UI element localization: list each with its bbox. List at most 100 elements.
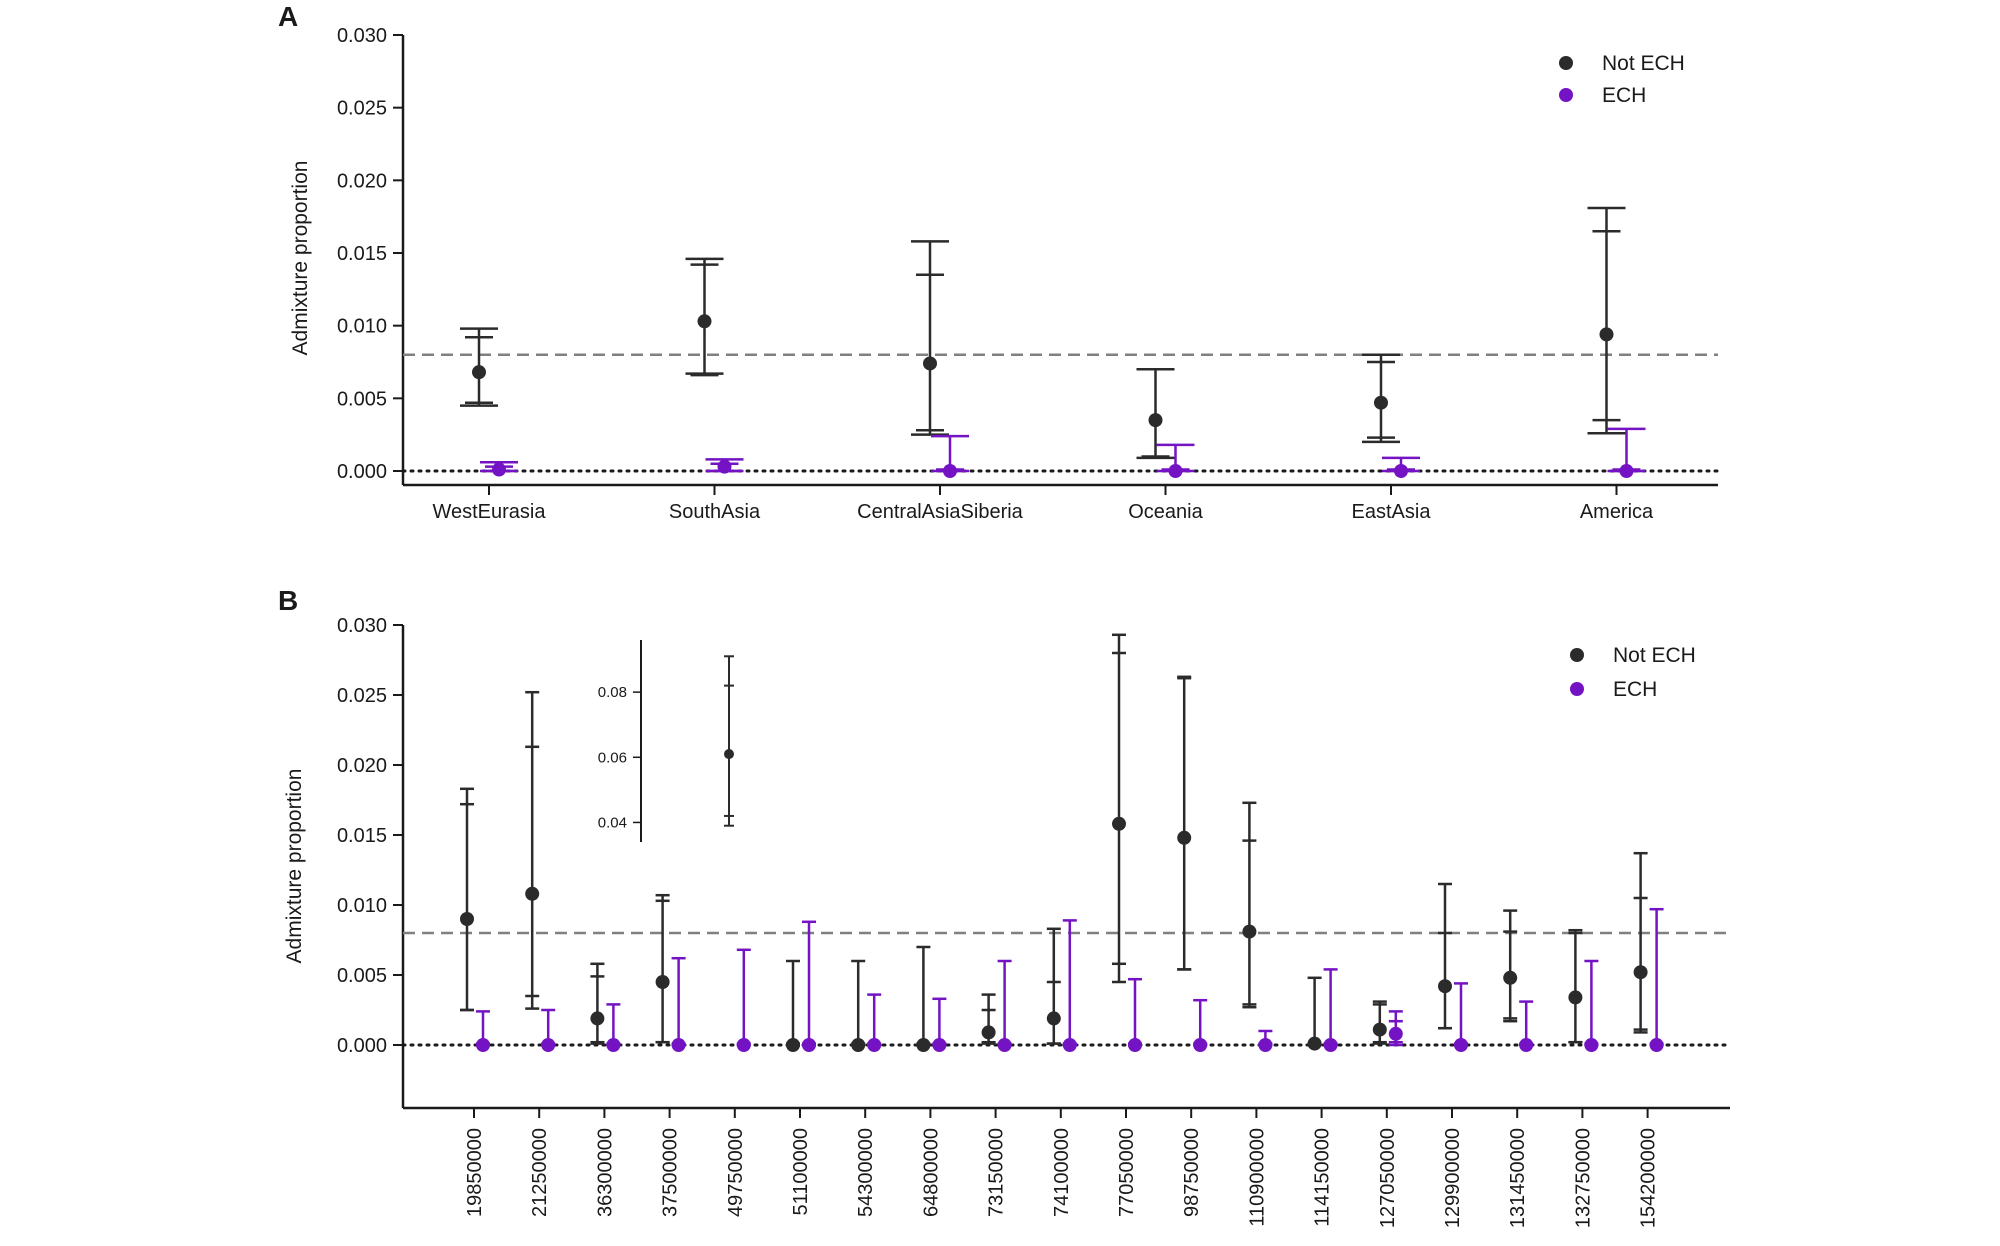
panel-b-x-tick-label: 132750000 <box>1572 1128 1594 1228</box>
panel-b-not-ech-point <box>1307 1036 1322 1051</box>
panel-a-ech-point <box>717 459 732 474</box>
panel-b-x-tick-label: 36300000 <box>594 1128 616 1217</box>
panel-b-not-ech-point <box>916 1038 931 1052</box>
panel-b-not-ech-point <box>786 1038 800 1052</box>
panel-b-x-tick-label: 129900000 <box>1442 1128 1464 1228</box>
panel-b-inset-y-tick-label: 0.06 <box>598 749 627 766</box>
panel-b-inset-y-ticks: 0.04 0.06 0.08 <box>598 684 641 831</box>
panel-b-inset-marks <box>724 655 734 827</box>
panel-a-legend-not-ech-marker <box>1559 56 1573 70</box>
panel-b-x-tick-label: 131450000 <box>1507 1128 1529 1228</box>
panel-b-inset-y-tick-label: 0.04 <box>598 814 627 831</box>
panel-a-y-tick-label: 0.005 <box>337 388 387 410</box>
panel-b-ech-point <box>1519 1038 1534 1052</box>
panel-b-ech-point <box>541 1038 556 1052</box>
panel-b-y-tick-label: 0.025 <box>337 685 387 707</box>
panel-b-inset: 0.04 0.06 0.08 <box>598 640 734 842</box>
panel-b-not-ech-point <box>655 975 670 989</box>
panel-a-y-tick-label: 0.000 <box>337 461 387 483</box>
panel-b-ech-point <box>1454 1038 1468 1052</box>
panel-b-x-tick-label: 21250000 <box>529 1128 551 1217</box>
panel-b-x-tick-label: 74100000 <box>1051 1128 1073 1217</box>
panel-b-ech-point <box>1388 1026 1403 1041</box>
panel-b-x-ticks: 19850000 21250000 36300000 37500000 49750000… <box>464 1108 1660 1228</box>
panel-b-y-tick-label: 0.005 <box>337 965 387 987</box>
panel-a: A Admixture proportion 0.0000.0050.0100.… <box>278 1 1720 523</box>
panel-b-inset-point <box>724 749 734 760</box>
panel-b-not-ech-point <box>590 1011 605 1026</box>
panel-b-not-ech-point <box>1177 830 1192 845</box>
panel-b-not-ech-point <box>1112 816 1126 831</box>
panel-a-y-axis-title: Admixture proportion <box>289 161 312 356</box>
panel-b-y-tick-label: 0.020 <box>337 755 387 777</box>
panel-a-y-ticks: 0.000 0.005 0.010 0.015 0.020 0.025 0.030 <box>337 25 403 483</box>
panel-a-x-tick-label: Oceania <box>1128 501 1203 523</box>
panel-b-not-ech-point <box>851 1038 866 1052</box>
panel-a-y-tick-label: 0.030 <box>337 25 387 47</box>
panel-b-x-tick-label: 110900000 <box>1246 1128 1268 1227</box>
panel-b-y-ticks: 0.000 0.005 0.010 0.015 0.020 0.025 0.030 <box>337 615 403 1057</box>
panel-b-legend: Not ECH ECH <box>1570 644 1696 701</box>
panel-b-not-ech-point <box>1046 1011 1061 1026</box>
panel-a-not-ech-point <box>472 365 486 380</box>
panel-b-reference-lines <box>401 931 1732 1047</box>
panel-b-ech-point <box>867 1038 882 1052</box>
panel-b-not-ech-point <box>525 886 540 901</box>
panel-a-x-tick-label: America <box>1580 501 1654 523</box>
panel-b-x-tick-label: 64800000 <box>920 1128 942 1217</box>
panel-b-x-tick-label: 37500000 <box>660 1128 682 1217</box>
panel-a-not-ech-point <box>1374 395 1388 410</box>
panel-a-ech-point <box>1394 464 1408 478</box>
panel-b-not-ech-point <box>1633 965 1648 980</box>
panel-b-ech-point <box>1193 1038 1208 1052</box>
panel-b-ech-point <box>671 1038 686 1052</box>
panel-b-not-ech-point <box>1438 979 1452 994</box>
panel-b-ech-point <box>1323 1038 1338 1052</box>
panel-a-label: A <box>278 1 298 32</box>
panel-b-legend-ech-label: ECH <box>1613 678 1657 701</box>
panel-a-ech-point <box>943 464 957 478</box>
panel-b-not-ech-point <box>460 912 474 926</box>
panel-b-ech-point <box>606 1038 621 1052</box>
panel-a-y-tick-label: 0.020 <box>337 170 387 192</box>
panel-b-label: B <box>278 585 298 616</box>
panel-b-ech-point <box>476 1038 490 1052</box>
panel-a-legend-ech-marker <box>1559 88 1573 102</box>
panel-a-y-tick-label: 0.010 <box>337 316 387 338</box>
panel-b-x-tick-label: 77050000 <box>1116 1128 1138 1217</box>
panel-b-not-ech-point <box>1568 990 1583 1005</box>
panel-b-x-tick-label: 98750000 <box>1181 1128 1203 1217</box>
panel-a-legend-not-ech-label: Not ECH <box>1602 52 1685 75</box>
panel-b-marks <box>460 633 1664 1052</box>
panel-a-reference-lines <box>401 353 1720 473</box>
panel-b-legend-ech-marker <box>1570 682 1584 696</box>
panel-a-ech-point <box>492 462 506 477</box>
panel-a-not-ech-point <box>1599 327 1614 342</box>
panel-a-y-tick-label: 0.015 <box>337 243 387 265</box>
panel-b: B Admixture proportion 0.0000.0050.0100.… <box>278 585 1732 1228</box>
panel-b-ech-point <box>997 1038 1012 1052</box>
panel-b-not-ech-point <box>1503 970 1518 985</box>
panel-b-y-tick-label: 0.000 <box>337 1035 387 1057</box>
panel-b-x-tick-label: 114150000 <box>1312 1128 1334 1227</box>
panel-a-x-tick-label: CentralAsiaSiberia <box>857 501 1024 523</box>
panel-b-ech-point <box>1062 1038 1077 1052</box>
panel-b-ech-point <box>802 1038 816 1052</box>
panel-b-x-tick-label: 19850000 <box>464 1128 486 1217</box>
panel-b-y-tick-label: 0.010 <box>337 895 387 917</box>
panel-b-y-axis-title: Admixture proportion <box>283 769 306 964</box>
panel-b-inset-y-tick-label: 0.08 <box>598 684 627 701</box>
panel-b-x-tick-label: 54300000 <box>855 1128 877 1217</box>
panel-b-y-tick-label: 0.030 <box>337 615 387 637</box>
panel-b-y-tick-label: 0.015 <box>337 825 387 847</box>
panel-a-x-tick-label: EastAsia <box>1352 501 1432 523</box>
panel-a-ech-point <box>1619 464 1634 478</box>
panel-b-ech-point <box>1649 1038 1664 1052</box>
panel-a-x-ticks: WestEurasia SouthAsia CentralAsiaSiberia Oc… <box>432 485 1654 523</box>
panel-b-ech-point <box>1584 1038 1599 1052</box>
panel-a-y-tick-label: 0.025 <box>337 98 387 120</box>
panel-b-x-tick-label: 51100000 <box>790 1128 812 1216</box>
panel-b-not-ech-point <box>1242 924 1257 939</box>
panel-a-legend-ech-label: ECH <box>1602 84 1646 107</box>
